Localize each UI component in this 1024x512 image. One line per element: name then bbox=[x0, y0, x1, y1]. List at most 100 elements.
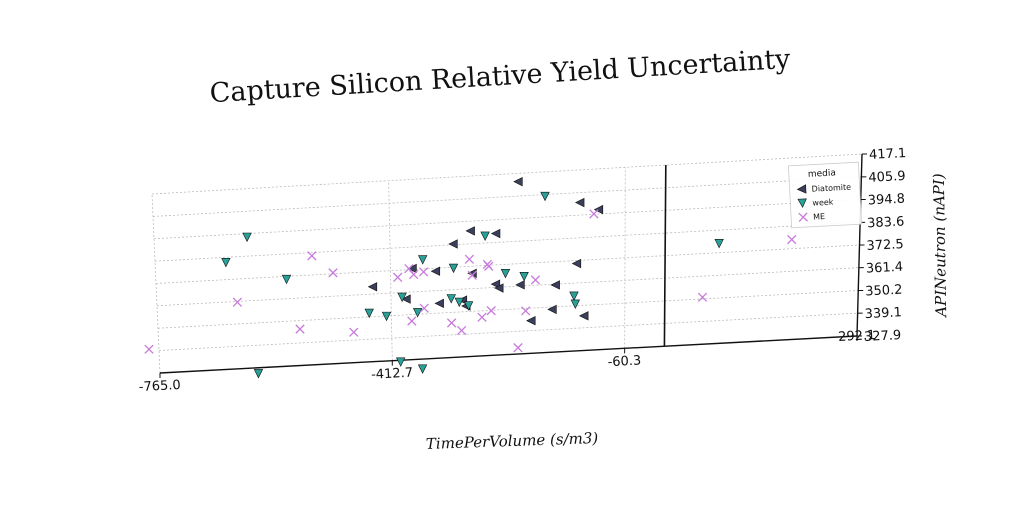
y-tick-label-4: 372.5 bbox=[866, 237, 904, 254]
point-me-20-stroke-b bbox=[521, 306, 531, 316]
point-me-22 bbox=[697, 292, 708, 302]
point-me-5-stroke-b bbox=[393, 272, 403, 283]
y-tick-label-7: 405.9 bbox=[868, 169, 906, 186]
legend-label-me: ME bbox=[813, 212, 825, 222]
point-week-4 bbox=[540, 191, 550, 202]
grid bbox=[151, 153, 863, 374]
point-week-17 bbox=[714, 239, 724, 249]
legend-title: media bbox=[808, 168, 837, 179]
point-week-9 bbox=[397, 292, 407, 303]
point-week-11 bbox=[463, 301, 474, 311]
point-me-18-stroke-b bbox=[477, 312, 487, 322]
point-me-1-stroke-b bbox=[328, 268, 338, 278]
point-me-16-stroke-b bbox=[446, 318, 457, 328]
point-diatomite-13 bbox=[515, 280, 525, 290]
point-diatomite-6 bbox=[571, 258, 582, 269]
legend-marker-week bbox=[797, 198, 807, 209]
point-me-21 bbox=[589, 209, 599, 219]
x-tick-labels: -765.0 -412.7 -60.3 292.1 bbox=[138, 328, 875, 395]
point-me-13 bbox=[349, 327, 359, 337]
point-diatomite-3 bbox=[465, 226, 475, 236]
zero-line bbox=[663, 165, 667, 347]
point-week-2 bbox=[281, 274, 292, 285]
y-tick-label-5: 383.6 bbox=[867, 214, 905, 231]
grid-line-y-2 bbox=[157, 290, 859, 329]
point-me-23-stroke-b bbox=[787, 234, 797, 245]
point-week-21 bbox=[417, 364, 428, 374]
point-me-15 bbox=[419, 303, 429, 313]
zero-vertical-line bbox=[663, 165, 667, 347]
y-tick-label-6: 394.8 bbox=[867, 192, 905, 209]
chart-title: Capture Silicon Relative Yield Uncertain… bbox=[209, 44, 792, 109]
point-diatomite-20 bbox=[526, 316, 536, 326]
y-tick-label-2: 350.2 bbox=[865, 283, 903, 300]
series-week bbox=[221, 191, 724, 379]
series-me bbox=[144, 209, 797, 354]
grid-line-y-7 bbox=[152, 176, 862, 217]
point-me-23 bbox=[787, 234, 797, 245]
x-tick-label-0: -765.0 bbox=[138, 378, 181, 395]
point-me-4-stroke-b bbox=[418, 267, 429, 277]
point-week-7 bbox=[500, 268, 511, 279]
grid-line-y-6 bbox=[153, 199, 861, 240]
point-me-10 bbox=[530, 275, 541, 285]
legend-box bbox=[788, 161, 862, 229]
grid-line-y-1 bbox=[158, 312, 858, 351]
point-me-2-stroke-b bbox=[404, 263, 414, 274]
point-me-20 bbox=[521, 306, 531, 316]
point-me-0-stroke-b bbox=[307, 251, 317, 261]
point-me-18 bbox=[477, 312, 487, 322]
grid-line-y-3 bbox=[156, 267, 859, 307]
axes bbox=[159, 153, 863, 374]
point-diatomite-5 bbox=[448, 239, 458, 249]
point-diatomite-19 bbox=[547, 304, 557, 315]
point-me-15-stroke-b bbox=[419, 303, 429, 313]
point-me-13-stroke-b bbox=[349, 327, 359, 337]
point-diatomite-7 bbox=[407, 263, 417, 274]
scatter-marks bbox=[144, 176, 797, 379]
y-tick-label-0: 327.9 bbox=[864, 328, 902, 345]
grid-line-y-8 bbox=[151, 153, 863, 195]
point-diatomite-0 bbox=[513, 176, 523, 187]
point-week-18 bbox=[570, 299, 581, 310]
grid-line-y-5 bbox=[154, 221, 861, 262]
y-tick-label-8: 417.1 bbox=[869, 146, 907, 163]
point-me-14-stroke-b bbox=[407, 316, 417, 326]
point-me-11 bbox=[232, 297, 243, 307]
point-me-5 bbox=[393, 272, 403, 283]
point-me-24 bbox=[144, 344, 154, 354]
point-week-16 bbox=[569, 291, 579, 301]
legend-marker-diatomite bbox=[796, 184, 807, 194]
y-tick-label-3: 361.4 bbox=[866, 260, 904, 277]
point-me-25-stroke-b bbox=[513, 343, 523, 353]
x-tick-label-2: -60.3 bbox=[607, 353, 641, 370]
x-tick-label-1: -412.7 bbox=[371, 366, 414, 383]
point-week-12 bbox=[454, 297, 464, 308]
point-me-4 bbox=[418, 267, 429, 277]
grid-line-y-4 bbox=[155, 244, 860, 284]
point-me-17 bbox=[486, 306, 496, 316]
point-diatomite-2 bbox=[593, 204, 604, 215]
y-axis-label: APINeutron (nAPI) bbox=[930, 173, 951, 319]
point-week-6 bbox=[448, 263, 459, 274]
x-tick-label-3: 292.1 bbox=[838, 328, 876, 345]
point-me-8-stroke-b bbox=[484, 261, 494, 271]
point-diatomite-4 bbox=[490, 228, 501, 239]
point-me-3 bbox=[408, 269, 419, 280]
point-me-17-stroke-b bbox=[486, 306, 496, 316]
point-diatomite-11 bbox=[494, 283, 504, 293]
point-me-16 bbox=[446, 318, 457, 328]
x-axis-label: TimePerVolume (s/m3) bbox=[426, 429, 599, 453]
legend-marker-me bbox=[798, 212, 808, 223]
point-week-1 bbox=[221, 258, 231, 268]
grid-line-x-0 bbox=[151, 193, 161, 374]
point-diatomite-16 bbox=[434, 298, 444, 309]
point-week-5 bbox=[418, 255, 428, 265]
point-diatomite-14 bbox=[550, 280, 560, 290]
point-week-15 bbox=[412, 308, 423, 318]
y-tick-labels: 327.9 339.1 350.2 361.4 372.5 383.6 394.8 405.9… bbox=[857, 146, 907, 345]
point-week-20 bbox=[396, 357, 406, 367]
x-axis-line bbox=[159, 335, 858, 374]
point-me-14 bbox=[407, 316, 417, 326]
